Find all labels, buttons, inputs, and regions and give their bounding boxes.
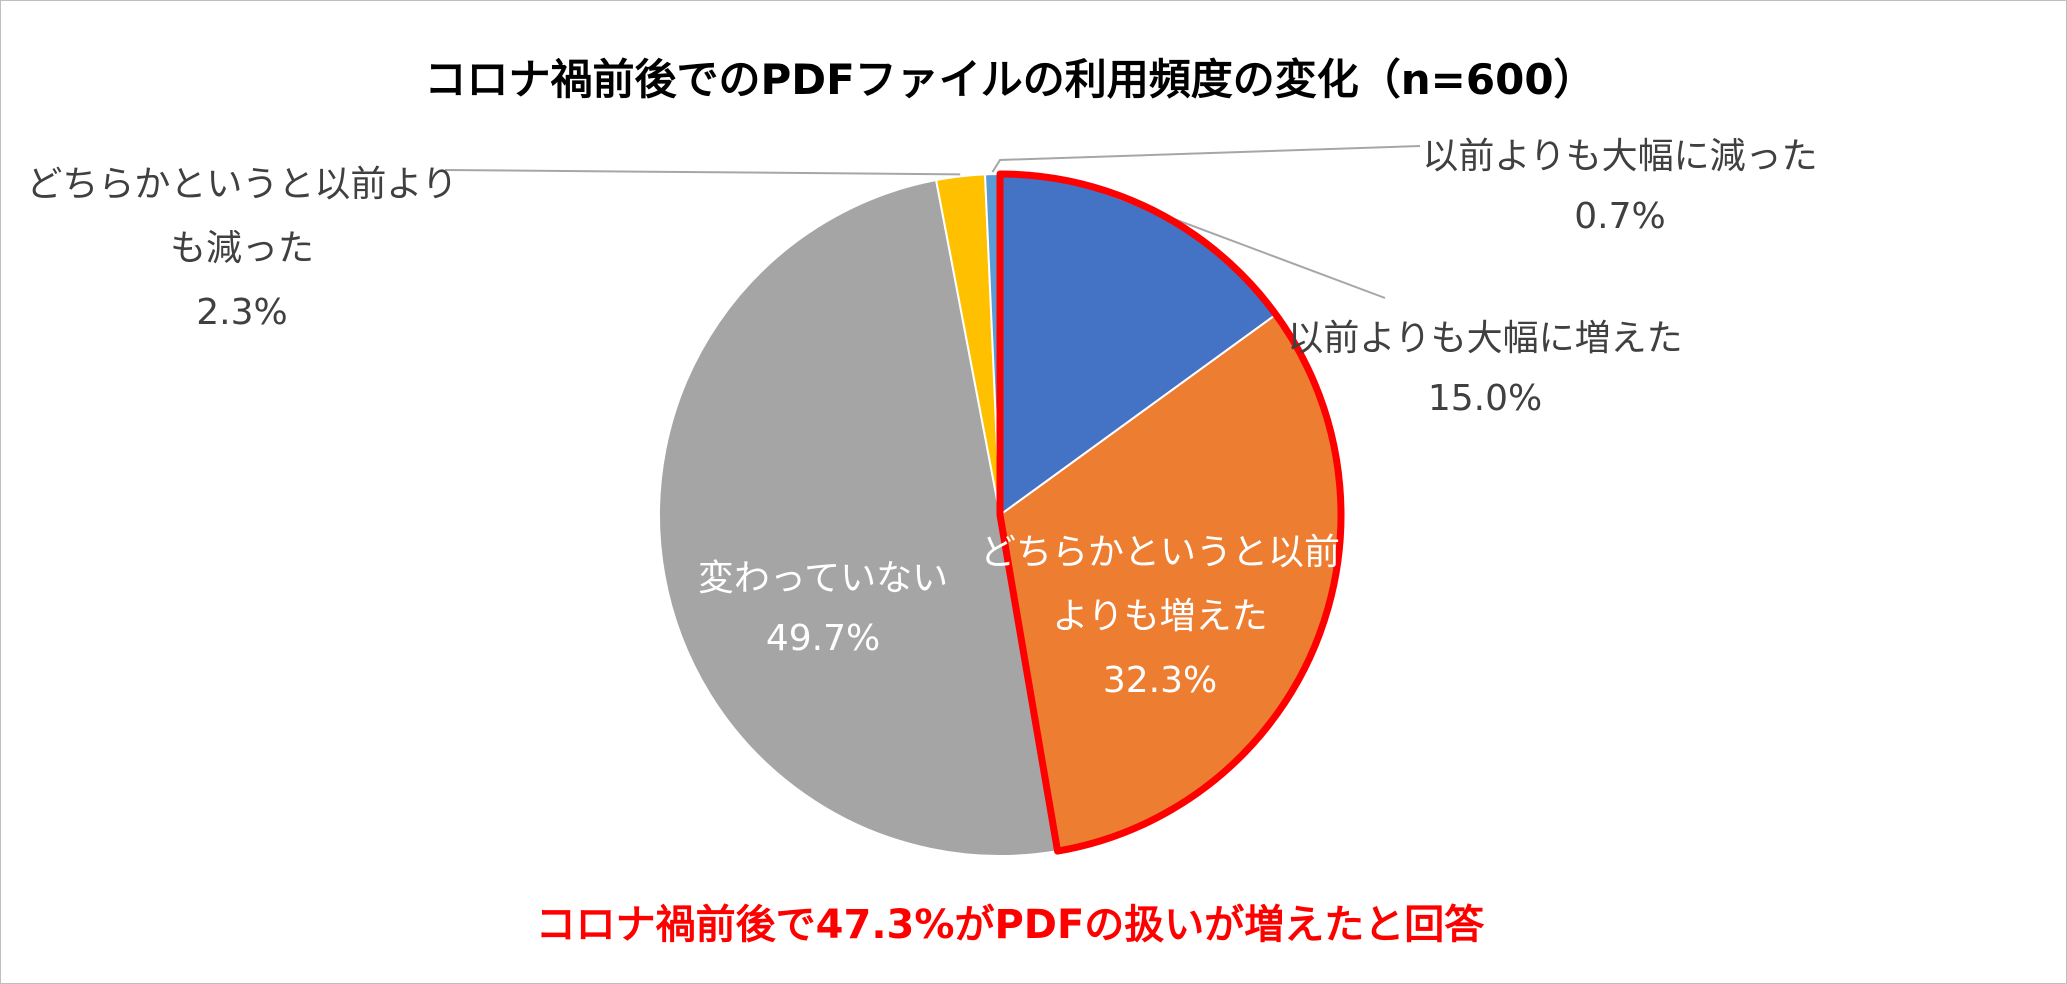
label-slice-3-name-1: どちらかというと以前より (26, 164, 457, 205)
label-slice-4-value: 0.7% (1574, 196, 1665, 237)
pie-slices (658, 172, 1342, 857)
label-slice-1-name-1: どちらかというと以前 (980, 532, 1340, 573)
label-slice-0-name: 以前よりも大幅に増えた (1287, 318, 1682, 359)
label-slice-0-value: 15.0% (1428, 378, 1542, 419)
label-slice-0: 以前よりも大幅に増えた 15.0% (1287, 318, 1682, 419)
footnote: コロナ禍前後で47.3%がPDFの扱いが増えたと回答 (536, 902, 1486, 948)
label-slice-2-value: 49.7% (766, 618, 880, 659)
label-slice-4-name: 以前よりも大幅に減った (1422, 136, 1817, 177)
label-slice-1-value: 32.3% (1103, 660, 1217, 701)
leader-line-slice-4 (991, 145, 1421, 173)
chart-title: コロナ禍前後でのPDFファイルの利用頻度の変化（n=600） (424, 55, 1595, 104)
label-slice-2-name: 変わっていない (698, 558, 948, 599)
leader-line-slice-3 (444, 169, 961, 176)
pie-slice-2 (658, 178, 1059, 857)
label-slice-3: どちらかというと以前より も減った 2.3% (26, 164, 457, 333)
label-slice-1: どちらかというと以前 よりも増えた 32.3% (980, 532, 1340, 701)
highlight-outline (996, 170, 1345, 855)
label-slice-3-name-2: も減った (170, 228, 314, 269)
label-slice-4: 以前よりも大幅に減った 0.7% (1422, 136, 1817, 237)
label-slice-2: 変わっていない 49.7% (698, 558, 948, 659)
label-slice-3-value: 2.3% (196, 292, 287, 333)
label-slice-1-name-2: よりも増えた (1052, 596, 1267, 637)
